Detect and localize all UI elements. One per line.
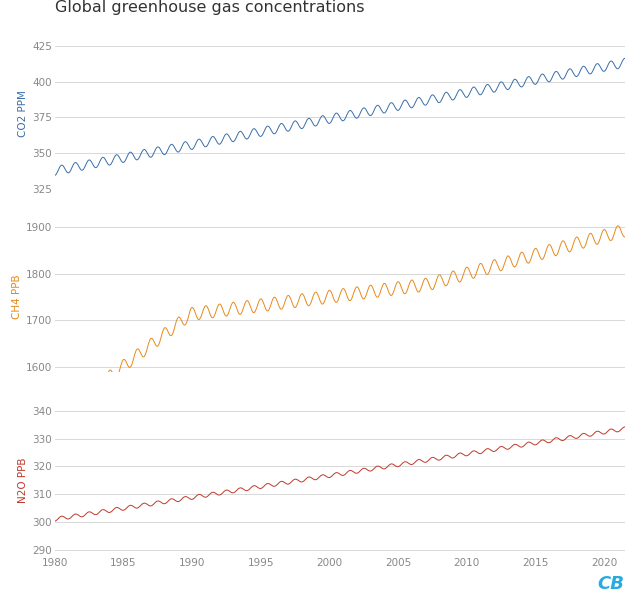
Y-axis label: N2O PPB: N2O PPB [18,457,28,503]
Y-axis label: CH4 PPB: CH4 PPB [12,274,21,320]
Text: CB: CB [598,575,625,593]
Y-axis label: CO2 PPM: CO2 PPM [18,90,28,137]
Text: Global greenhouse gas concentrations: Global greenhouse gas concentrations [55,0,365,15]
